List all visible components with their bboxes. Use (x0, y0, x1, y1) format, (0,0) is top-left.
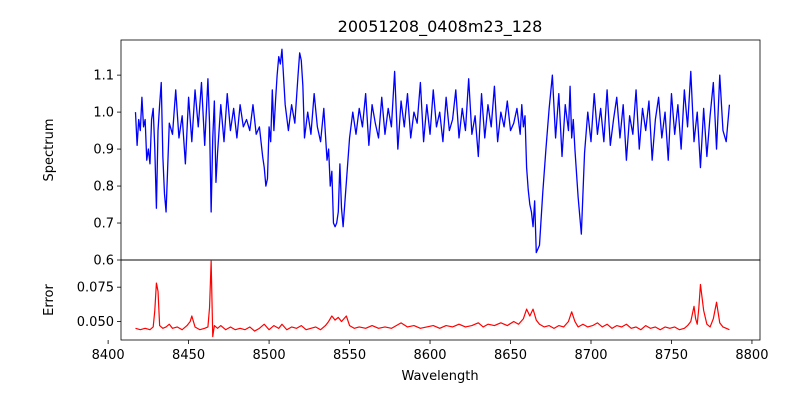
error-panel-frame (120, 259, 761, 341)
spectrum-y-axis-title: Spectrum (42, 119, 57, 182)
spectrum-y-tick-label: 1.1 (93, 69, 114, 84)
x-tick-label: 8550 (333, 348, 366, 363)
spectrum-panel-frame (120, 39, 761, 261)
spectrum-y-tick-label: 1.0 (93, 106, 114, 121)
x-tick-label: 8800 (735, 348, 768, 363)
x-tick-label: 8650 (494, 348, 527, 363)
error-series-line (135, 260, 730, 338)
error-panel: 0.050 0.075 Error (42, 260, 730, 338)
spectrum-y-tick-label: 0.7 (93, 217, 114, 232)
error-y-axis-title: Error (42, 284, 57, 316)
spectrum-panel: 0.6 0.7 0.8 0.9 1.0 1.1 Spectrum (42, 48, 731, 269)
x-tick-label: 8400 (92, 348, 125, 363)
x-tick-label: 8600 (413, 348, 446, 363)
x-tick-label: 8500 (253, 348, 286, 363)
spectrum-y-tick-label: 0.9 (93, 143, 114, 158)
x-tick-label: 8450 (172, 348, 205, 363)
spectrum-y-tick-label: 0.8 (93, 180, 114, 195)
x-tick-label: 8750 (655, 348, 688, 363)
spectrum-y-tick-label: 0.6 (93, 254, 114, 269)
x-axis-title: Wavelength (401, 369, 478, 384)
error-y-tick-label: 0.050 (77, 315, 114, 330)
error-y-tick-label: 0.075 (77, 281, 114, 296)
x-tick-label: 8700 (574, 348, 607, 363)
chart-title: 20051208_0408m23_128 (338, 17, 543, 37)
x-axis: 8400 8450 8500 8550 8600 8650 8700 8750 8800 (92, 340, 768, 363)
spectrum-series-line (134, 48, 731, 254)
